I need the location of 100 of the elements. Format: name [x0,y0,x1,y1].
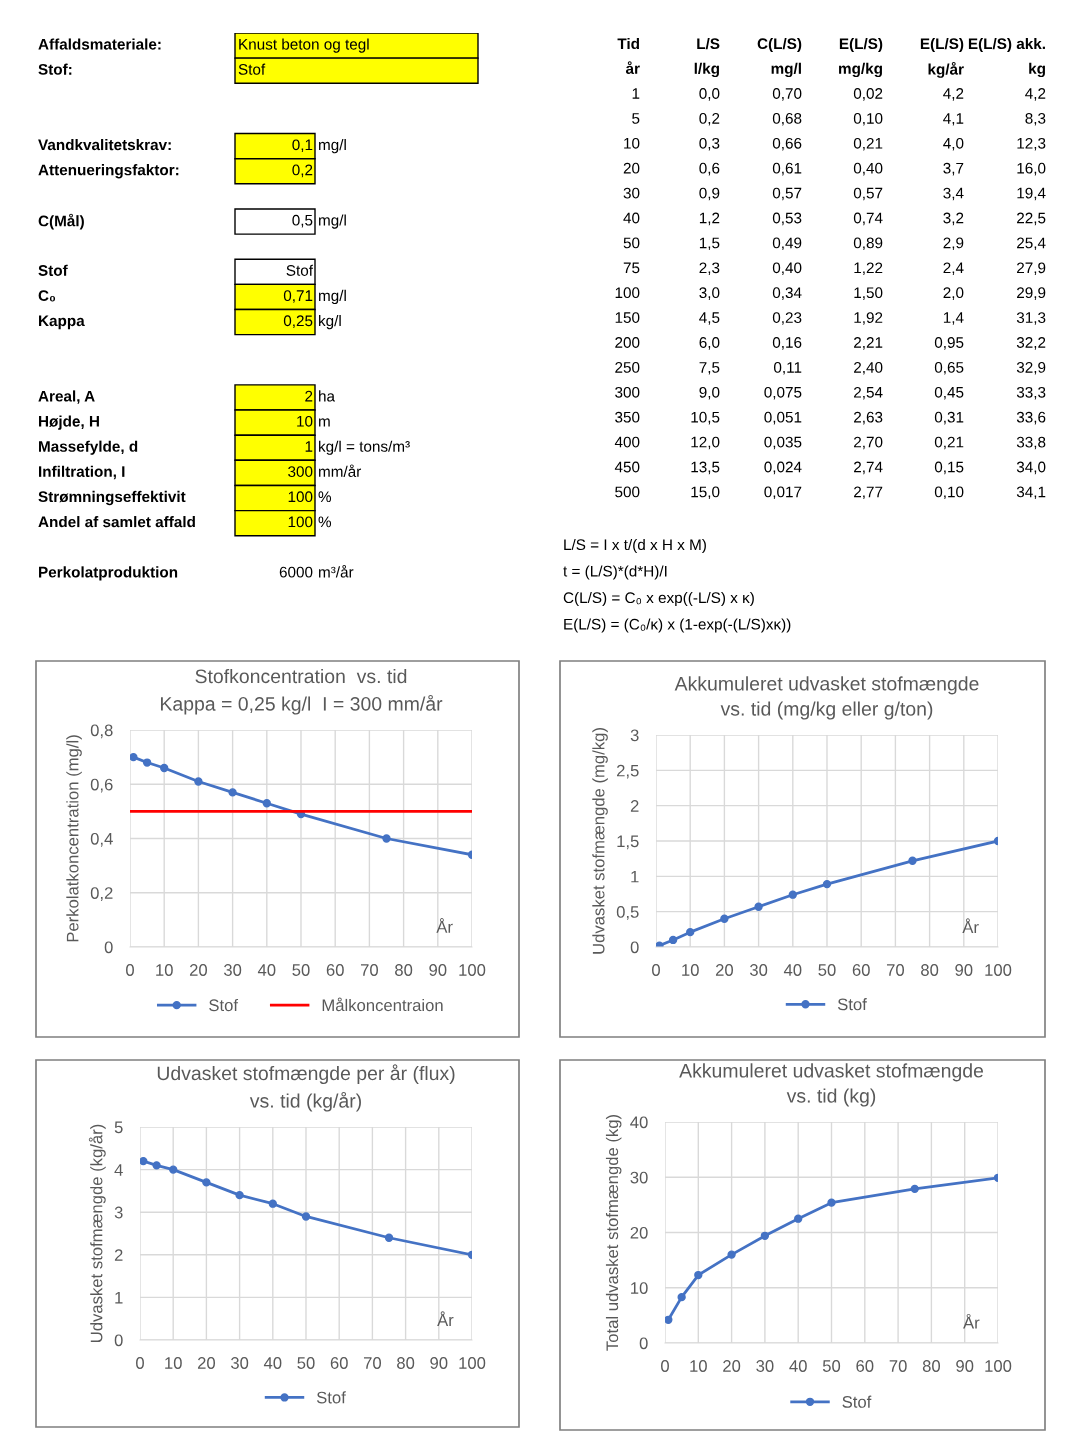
text: 0,15 [934,461,964,475]
text: 13,5 [691,461,720,475]
text: 0,45 [934,386,964,400]
x-tick-label: 80 [397,1357,415,1369]
text: mm/år [319,464,362,477]
text: 9,0 [699,386,720,400]
text: 2,77 [854,486,883,500]
y-axis-title: Perkolatkoncentration (mg/l) [66,735,82,942]
text: 12,3 [1017,137,1046,151]
text: 0,0 [699,88,720,101]
text: C(L/S) = C₀ x exp((-L/S) x κ) [563,591,754,607]
x-tick-label: 60 [330,1357,348,1369]
text: Areal, A [38,390,95,404]
y-tick-label: 1,5 [617,835,639,850]
text: E(L/S) [920,37,964,53]
text: 0,2 [292,164,313,178]
text: kg/l [319,314,341,330]
text: 1,92 [854,312,883,325]
legend-label: Stof [837,998,867,1011]
x-tick-label: 50 [292,964,310,976]
legend-label: Stof [842,1395,872,1408]
y-tick-label: 1 [631,870,639,883]
text: Andel af samlet affald [38,516,195,528]
x-tick-label: 20 [189,964,208,976]
text: 0,9 [699,187,720,201]
text: 2,40 [854,361,883,375]
text: mg/l [319,138,346,154]
point [194,777,203,786]
y-tick-label: 2 [114,1249,123,1261]
text: 32,2 [1016,337,1046,350]
y-tick-label: 3 [630,729,639,742]
x-tick-label: 90 [956,1360,974,1372]
x-tick-label: 30 [223,964,242,976]
point [694,1270,703,1280]
point [140,1156,148,1166]
text: 0,40 [853,162,883,176]
text: 8,3 [1025,112,1046,126]
text: L/S = I x t/(d x H x M) [564,538,706,554]
text: 1,4 [943,312,964,325]
text: Kappa [39,315,85,330]
text: Stof [286,264,314,276]
text: 29,9 [1017,287,1046,300]
x-tick-label: 30 [756,1360,774,1372]
x-tick-label: 40 [257,964,276,976]
point [235,1190,244,1200]
text: 250 [615,361,640,373]
chart-subtitle: Kappa = 0,25 kg/l I = 300 mm/år [161,694,443,715]
text: 0,89 [853,237,883,251]
x-tick-label: 10 [165,1357,182,1369]
x-tick-label: 60 [852,964,870,976]
y-tick-label: 4 [114,1164,123,1176]
point [228,788,237,797]
y-tick-label: 0,2 [90,887,113,901]
text: E(L/S) [839,37,883,53]
text: Knust beton og tegl [239,38,369,53]
text: 0,25 [283,315,313,328]
text: 0,57 [772,187,802,201]
text: 6,0 [699,337,720,350]
text: 0,051 [764,411,802,425]
point [788,890,797,899]
y-tick-label: 40 [630,1116,648,1129]
text: mg/l [771,62,801,78]
text: C(L/S) [757,37,802,53]
point [301,1212,311,1221]
text: Infiltration, I [39,465,125,480]
text: 19,4 [1017,187,1046,201]
text: Vandkvalitetskrav: [38,138,171,151]
text: 50 [623,237,640,249]
text: 3,4 [943,187,964,201]
y-tick-label: 5 [114,1121,123,1134]
text: 0,075 [764,386,802,400]
annotation: År [436,918,453,933]
x-tick-label: 100 [985,1360,1012,1372]
x-tick-label: 20 [723,1360,741,1372]
x-tick-label: 70 [363,1357,382,1369]
text: 1,50 [854,287,883,300]
text: 100 [615,287,640,299]
text: år [625,61,640,74]
text: 10 [297,415,313,427]
text: 1 [305,441,313,452]
text: m [319,418,330,427]
text: Massefylde, d [39,440,138,455]
text: 2,70 [854,436,883,450]
point [665,1315,673,1324]
point [262,799,271,808]
x-tick-label: 10 [156,964,173,976]
y-tick-label: 3 [114,1206,123,1219]
text: 0,3 [699,137,720,151]
text: 0,6 [699,162,720,176]
text: Affaldsmateriale: [38,38,161,50]
x-tick-label: 100 [459,1357,486,1369]
x-tick-label: 40 [789,1360,807,1372]
text: 4,1 [943,113,964,126]
text: 1,2 [699,212,720,226]
text: t = (L/S)*(d*H)/I [563,565,667,580]
text: mg/kg [839,62,882,78]
point [130,752,138,762]
text: 0,024 [764,461,802,475]
text: 0,31 [934,411,964,425]
text: 0,16 [772,337,802,350]
